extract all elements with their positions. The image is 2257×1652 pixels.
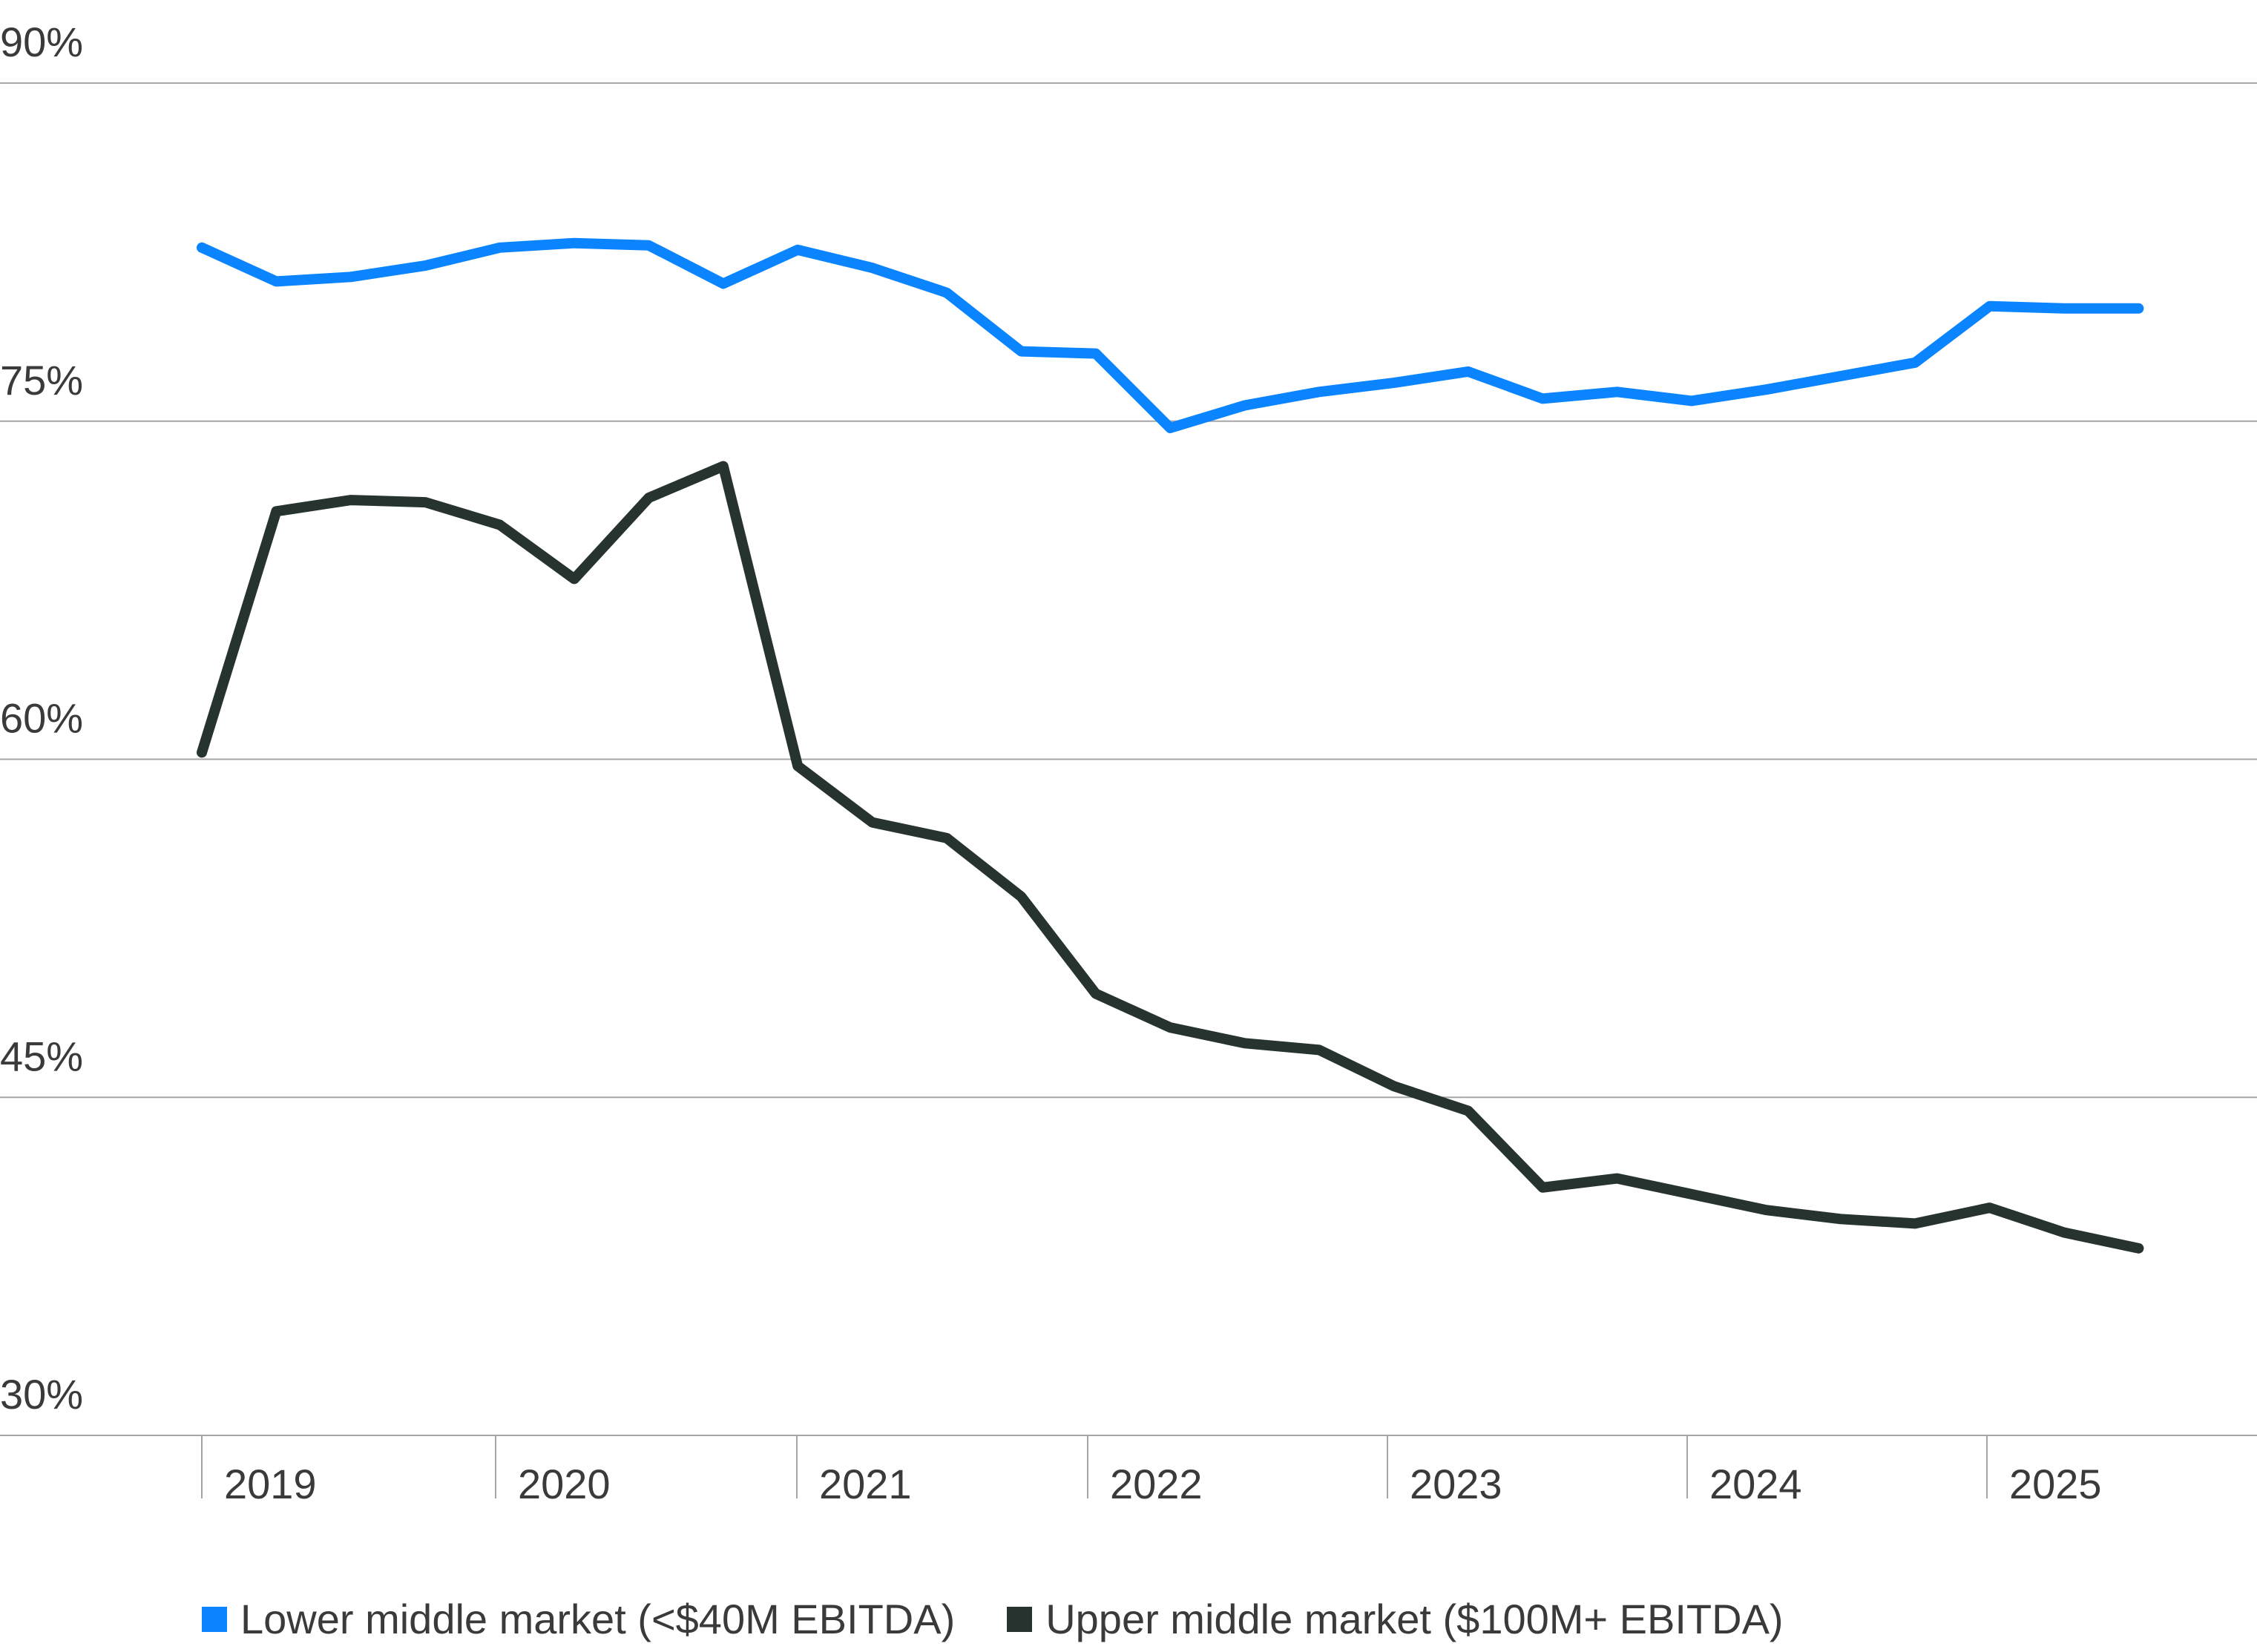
x-tick-label: 2022 — [1110, 1461, 1203, 1507]
y-tick-label: 45% — [0, 1033, 83, 1079]
y-tick-label: 75% — [0, 357, 83, 404]
x-tick-label: 2020 — [518, 1461, 611, 1507]
series-line-upper-middle-market — [197, 461, 2144, 1254]
x-tick-label: 2019 — [224, 1461, 317, 1507]
legend-item-upper: Upper middle market ($100M+ EBITDA) — [1007, 1595, 1784, 1643]
legend-label-lower: Lower middle market (<$40M EBITDA) — [240, 1596, 956, 1642]
series-line-lower-middle-market — [197, 237, 2144, 433]
legend-swatch-upper — [1007, 1606, 1033, 1632]
y-tick-label: 30% — [0, 1371, 83, 1418]
legend-item-lower: Lower middle market (<$40M EBITDA) — [202, 1595, 955, 1643]
legend: Lower middle market (<$40M EBITDA) Upper… — [202, 1595, 1836, 1643]
y-tick-label: 60% — [0, 695, 83, 742]
x-tick-label: 2024 — [1709, 1461, 1802, 1507]
x-tick-label: 2023 — [1410, 1461, 1502, 1507]
y-tick-label: 90% — [0, 19, 83, 65]
legend-label-upper: Upper middle market ($100M+ EBITDA) — [1045, 1596, 1784, 1642]
legend-swatch-lower — [202, 1606, 227, 1632]
x-tick-label: 2021 — [819, 1461, 912, 1507]
x-tick-label: 2025 — [2009, 1461, 2102, 1507]
